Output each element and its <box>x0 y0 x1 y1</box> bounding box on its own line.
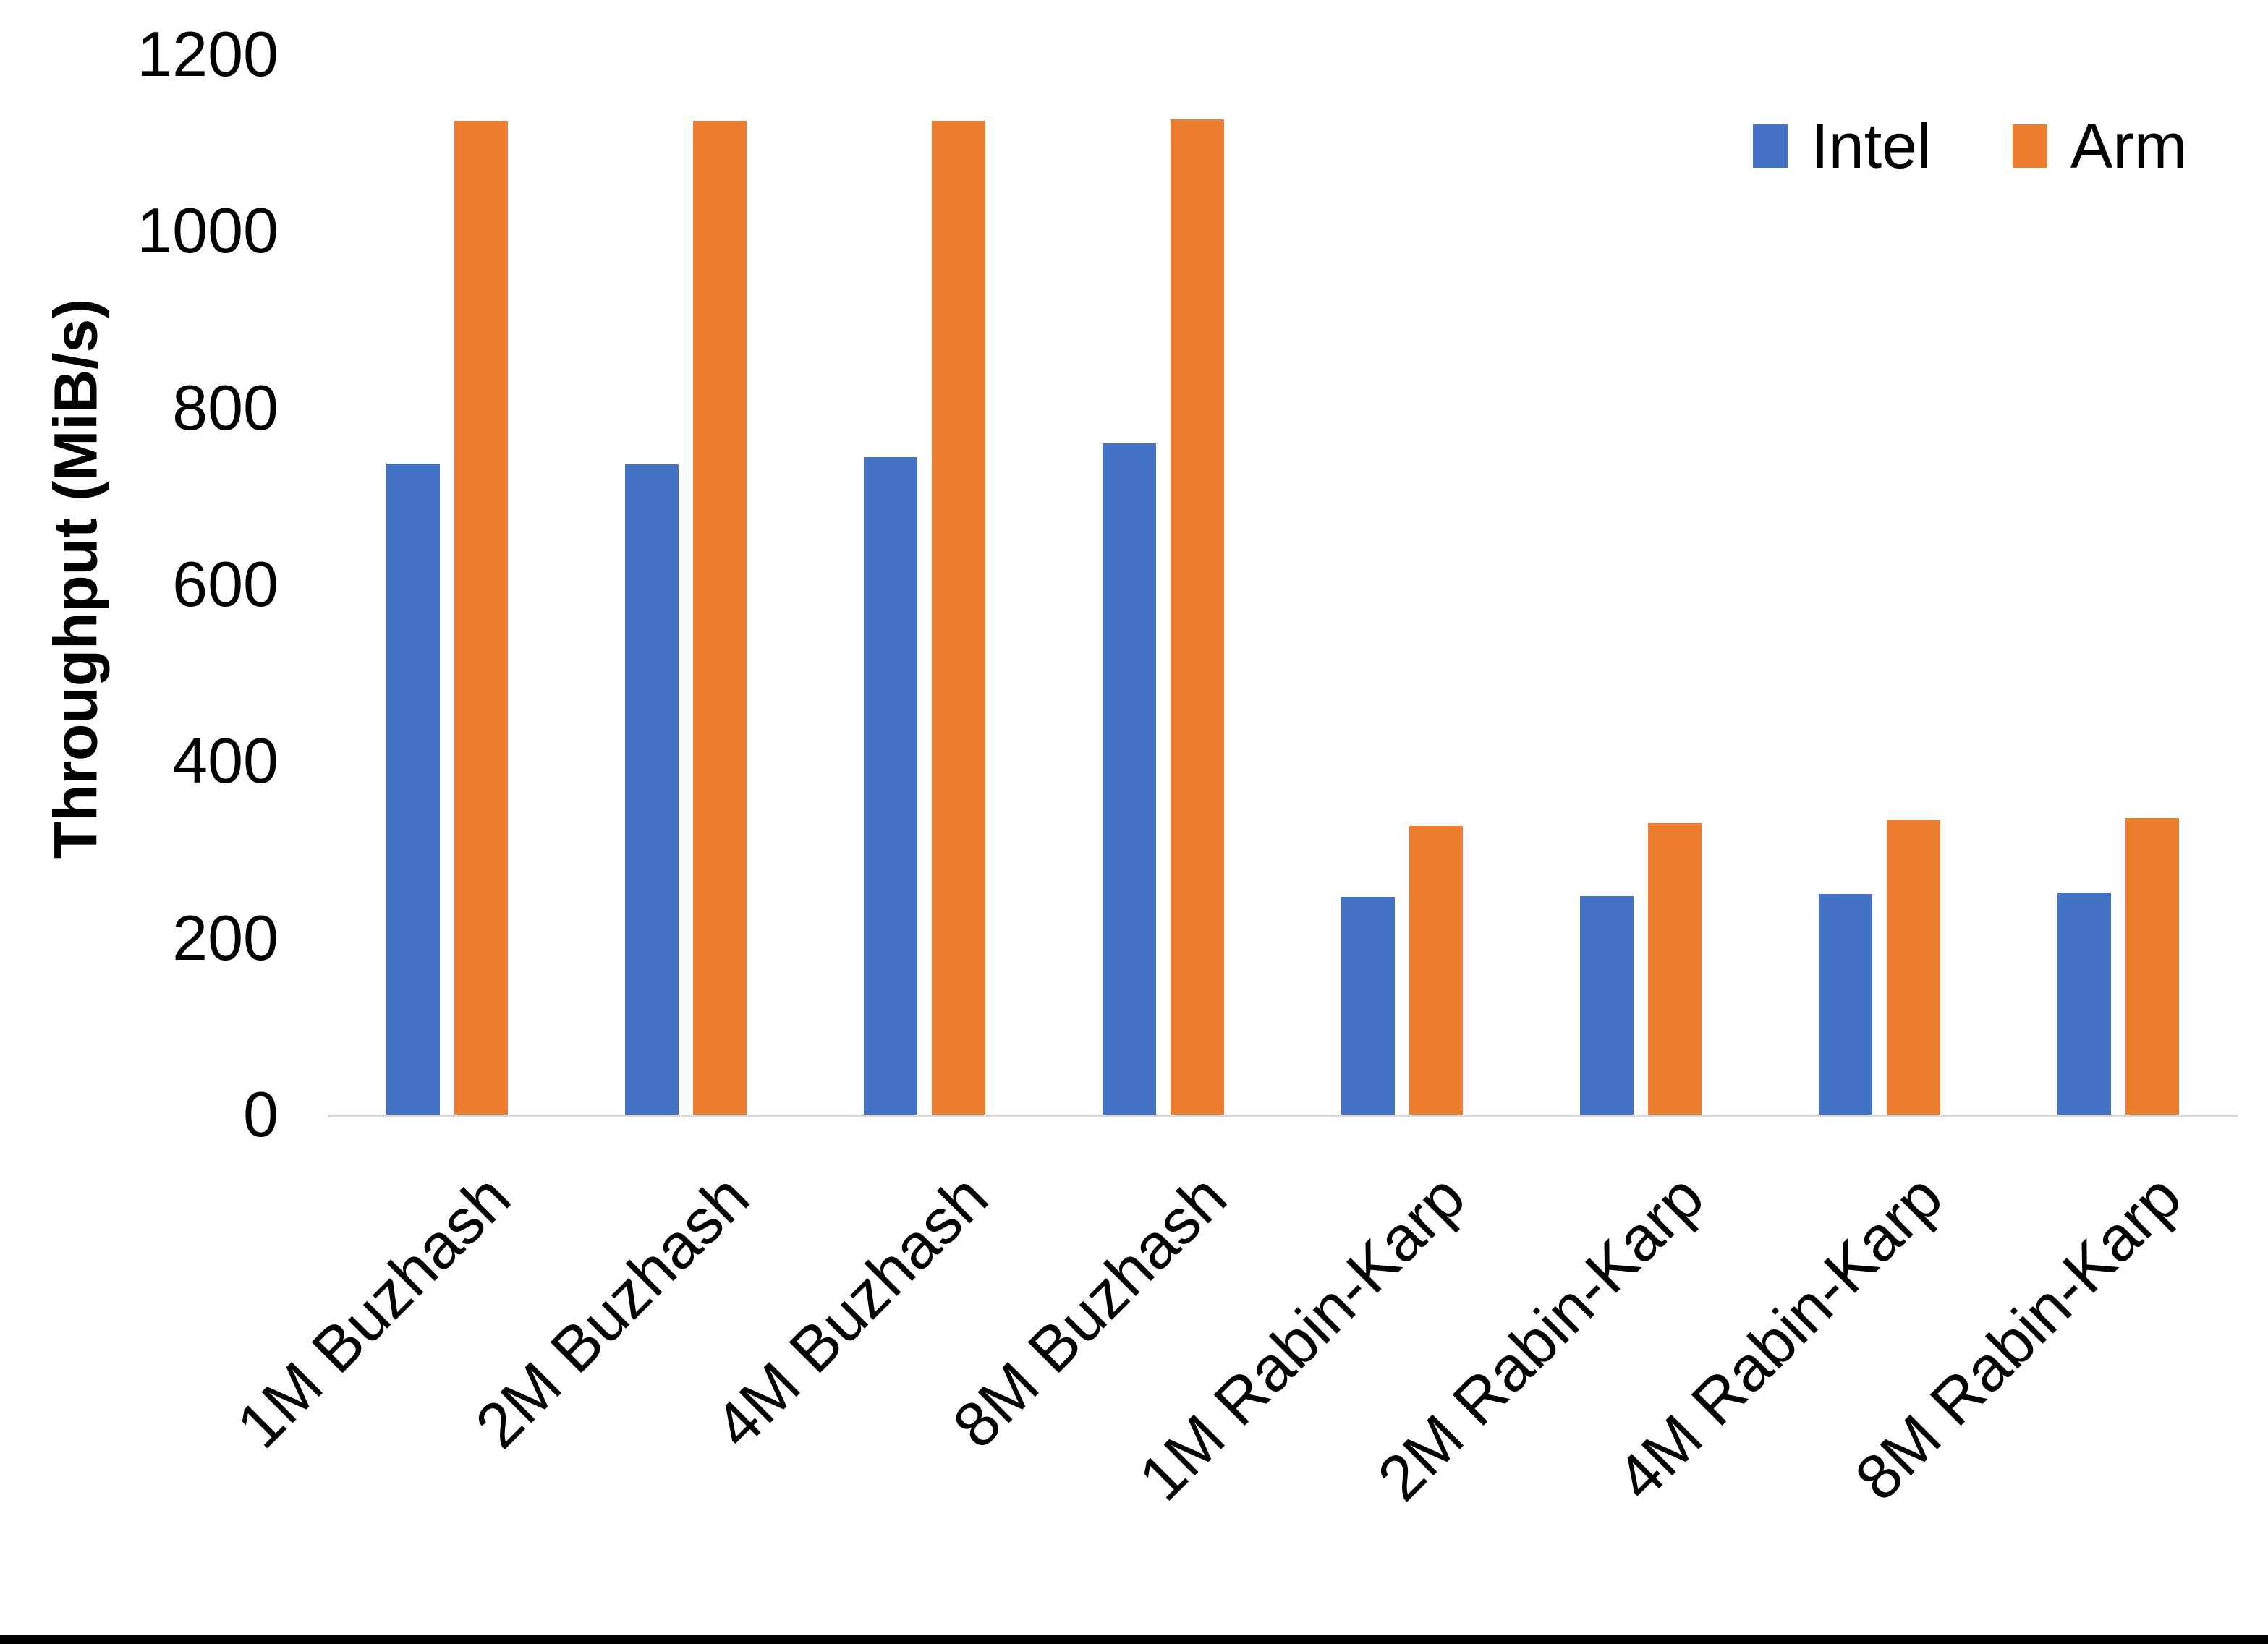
legend-item-arm: Arm <box>2012 110 2187 182</box>
legend: Intel Arm <box>1753 114 2187 178</box>
legend-swatch-intel <box>1753 124 1788 168</box>
bar-arm-1m-buzhash <box>454 120 508 1115</box>
bar-arm-1m-rabin-karp <box>1409 825 1463 1115</box>
bar-intel-2m-rabin-karp <box>1580 896 1634 1115</box>
legend-swatch-arm <box>2012 124 2047 168</box>
bar-intel-8m-rabin-karp <box>2057 893 2111 1115</box>
bar-arm-2m-rabin-karp <box>1648 822 1702 1115</box>
bar-intel-4m-rabin-karp <box>1819 893 1872 1115</box>
y-tick-600: 600 <box>172 548 279 620</box>
bar-arm-4m-rabin-karp <box>1887 820 1940 1115</box>
y-tick-800: 800 <box>172 371 279 443</box>
y-tick-200: 200 <box>172 901 279 974</box>
bar-intel-1m-rabin-karp <box>1341 897 1395 1115</box>
bar-arm-8m-buzhash <box>1171 119 1224 1115</box>
bar-intel-1m-buzhash <box>386 463 440 1115</box>
bar-intel-4m-buzhash <box>864 457 917 1115</box>
bar-intel-8m-buzhash <box>1103 443 1156 1115</box>
y-axis-tick-labels: 0 200 400 600 800 1000 1200 <box>0 0 279 1644</box>
y-tick-0: 0 <box>243 1078 279 1150</box>
window-bottom-edge <box>0 1635 2268 1644</box>
y-tick-1000: 1000 <box>137 195 279 267</box>
bar-intel-2m-buzhash <box>625 464 679 1115</box>
legend-item-intel: Intel <box>1753 110 1932 182</box>
legend-label-intel: Intel <box>1811 110 1932 182</box>
y-tick-400: 400 <box>172 725 279 797</box>
bar-arm-4m-buzhash <box>932 120 985 1115</box>
y-tick-1200: 1200 <box>137 18 279 90</box>
legend-label-arm: Arm <box>2070 110 2187 182</box>
plot-area <box>328 54 2238 1117</box>
bar-arm-2m-buzhash <box>693 120 747 1115</box>
bar-arm-8m-rabin-karp <box>2125 817 2179 1115</box>
